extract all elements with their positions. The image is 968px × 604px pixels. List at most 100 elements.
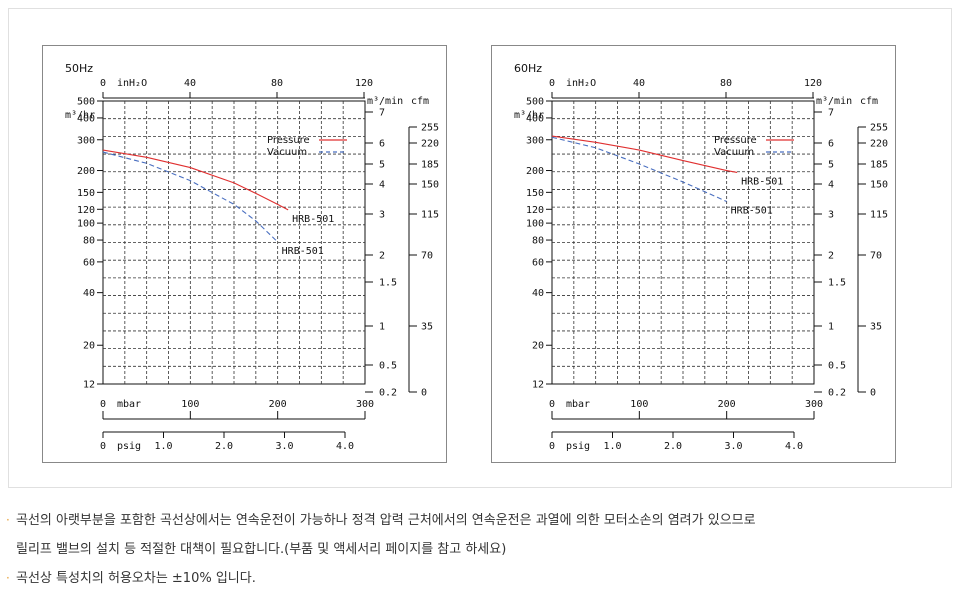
right-tick-label-2: 185 <box>421 160 439 171</box>
left-tick-label: 150 <box>526 188 544 199</box>
left-tick-label: 500 <box>77 97 95 108</box>
right-axis-unit-2: cfm <box>860 96 878 107</box>
series-pressure-line <box>551 135 738 173</box>
series-vacuum-line <box>551 136 727 202</box>
right-tick-label-1: 4 <box>828 180 834 191</box>
psig-tick-label: 3.0 <box>724 441 742 452</box>
top-tick-label: 80 <box>720 78 732 89</box>
left-tick-label: 40 <box>83 288 95 299</box>
series-end-label: HRB-501 <box>731 205 773 216</box>
left-tick-label: 150 <box>77 188 95 199</box>
right-tick-label-1: 4 <box>379 180 385 191</box>
left-tick-label: 20 <box>83 341 95 352</box>
mbar-tick-label: 200 <box>718 399 736 410</box>
top-axis-unit: inH₂O <box>566 78 596 89</box>
left-tick-label: 40 <box>532 288 544 299</box>
left-tick-label: 300 <box>526 135 544 146</box>
right-tick-label-2: 35 <box>870 322 882 333</box>
left-tick-label: 100 <box>526 219 544 230</box>
left-tick-label: 12 <box>532 380 544 391</box>
psig-axis-unit: psig <box>117 441 141 452</box>
right-tick-label-1: 0.5 <box>828 361 846 372</box>
top-tick-label: 0 <box>100 78 106 89</box>
left-tick-label: 300 <box>77 135 95 146</box>
right-tick-label-2: 150 <box>870 180 888 191</box>
series-vacuum-line <box>102 151 279 243</box>
top-axis-unit: inH₂O <box>117 78 147 89</box>
left-tick-label: 80 <box>532 236 544 247</box>
series-end-label: HRB-501 <box>741 176 783 187</box>
right-axis-unit-1: m³/min <box>367 96 403 107</box>
mbar-tick-label: 100 <box>630 399 648 410</box>
right-tick-label-2: 185 <box>870 160 888 171</box>
right-tick-label-1: 3 <box>379 210 385 221</box>
psig-tick-label: 2.0 <box>215 441 233 452</box>
right-tick-label-1: 2 <box>828 251 834 262</box>
mbar-tick-label: 0 <box>100 399 106 410</box>
psig-axis-unit: psig <box>566 441 590 452</box>
psig-tick-label: 1.0 <box>154 441 172 452</box>
chart-60hz: 60Hz 0 40 80 120 inH₂O 500 400 300 200 150 120 100 80… <box>491 45 896 463</box>
legend-vacuum-label: Vacuum <box>267 147 307 158</box>
psig-tick-label: 0 <box>549 441 555 452</box>
left-tick-label: 400 <box>526 113 544 124</box>
right-tick-label-2: 115 <box>870 210 888 221</box>
chart-panel: 50Hz 0 40 80 120 inH₂O 500 400 300 200 150 120 100 80… <box>8 8 952 488</box>
right-tick-label-1: 6 <box>379 139 385 150</box>
legend-pressure-label: Pressure <box>714 135 757 146</box>
note-text: 곡선상 특성치의 허용오차는 ±10% 입니다. <box>16 571 256 586</box>
right-tick-label-1: 1.5 <box>379 278 397 289</box>
top-tick-label: 40 <box>633 78 645 89</box>
right-tick-label-2: 150 <box>421 180 439 191</box>
left-tick-label: 12 <box>83 380 95 391</box>
mbar-axis-unit: mbar <box>566 399 590 410</box>
right-tick-label-1: 5 <box>379 160 385 171</box>
series-end-label: HRB-501 <box>292 214 334 225</box>
right-tick-label-1: 2 <box>379 251 385 262</box>
left-tick-label: 60 <box>532 257 544 268</box>
right-tick-label-1: 0.2 <box>379 388 397 399</box>
left-tick-label: 120 <box>526 205 544 216</box>
right-axis-unit-1: m³/min <box>816 96 852 107</box>
right-tick-label-2: 220 <box>421 139 439 150</box>
top-tick-label: 0 <box>549 78 555 89</box>
left-tick-label: 20 <box>532 341 544 352</box>
left-tick-label: 400 <box>77 113 95 124</box>
right-tick-label-1: 1 <box>379 322 385 333</box>
right-tick-label-2: 0 <box>870 388 876 399</box>
top-tick-label: 80 <box>271 78 283 89</box>
psig-tick-label: 4.0 <box>785 441 803 452</box>
bullet-icon: · <box>6 571 10 585</box>
psig-tick-label: 0 <box>100 441 106 452</box>
right-tick-label-1: 1 <box>828 322 834 333</box>
series-end-label: HRB-501 <box>282 246 324 257</box>
left-tick-label: 60 <box>83 257 95 268</box>
right-tick-label-1: 6 <box>828 139 834 150</box>
right-tick-label-2: 70 <box>421 251 433 262</box>
notes-section: · 곡선의 아랫부분을 포함한 곡선상에서는 연속운전이 가능하나 정격 압력 … <box>6 506 956 593</box>
mbar-tick-label: 300 <box>805 399 823 410</box>
right-tick-label-2: 35 <box>421 322 433 333</box>
left-tick-label: 100 <box>77 219 95 230</box>
mbar-tick-label: 200 <box>269 399 287 410</box>
top-tick-label: 40 <box>184 78 196 89</box>
chart-50hz: 50Hz 0 40 80 120 inH₂O 500 400 300 200 150 120 100 80… <box>42 45 447 463</box>
right-tick-label-2: 0 <box>421 388 427 399</box>
left-tick-label: 120 <box>77 205 95 216</box>
right-tick-label-2: 115 <box>421 210 439 221</box>
left-axis-unit: m³/hr <box>514 110 544 121</box>
left-axis-unit: m³/hr <box>65 110 95 121</box>
right-tick-label-2: 70 <box>870 251 882 262</box>
chart-title: 50Hz <box>65 62 93 75</box>
left-tick-label: 200 <box>526 166 544 177</box>
psig-tick-label: 3.0 <box>275 441 293 452</box>
legend-vacuum-label: Vacuum <box>714 147 754 158</box>
right-tick-label-1: 7 <box>379 108 385 119</box>
legend-pressure-label: Pressure <box>267 135 310 146</box>
left-tick-label: 500 <box>526 97 544 108</box>
right-tick-label-2: 255 <box>421 123 439 134</box>
right-tick-label-2: 255 <box>870 123 888 134</box>
bullet-icon: · <box>6 513 10 527</box>
